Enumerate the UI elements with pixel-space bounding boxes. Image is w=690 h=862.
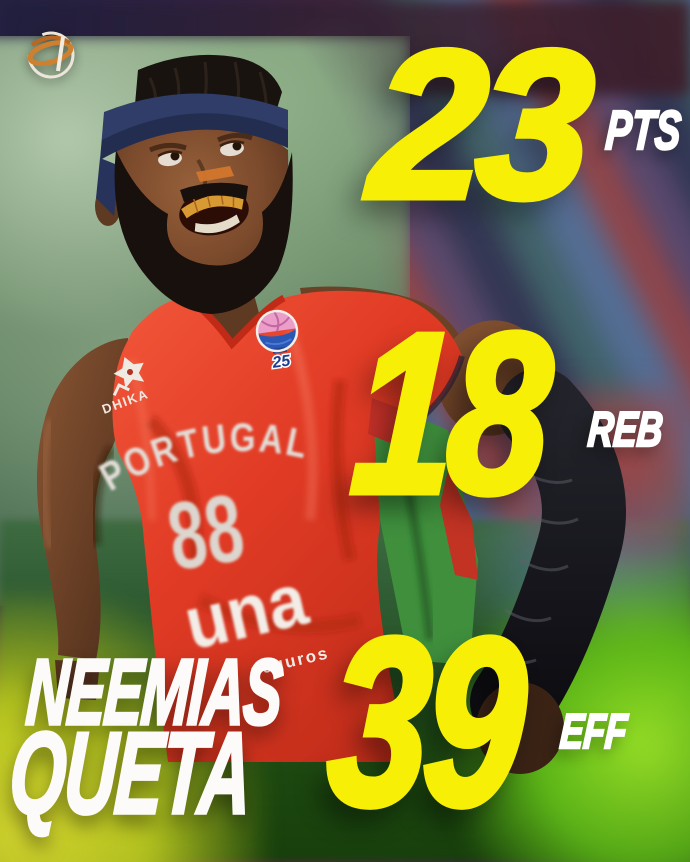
- stat-efficiency-value: 39: [320, 587, 529, 858]
- federation-crest: [113, 356, 145, 389]
- portugal-flag-scarf: [368, 398, 478, 665]
- player-left-arm: [36, 338, 128, 700]
- player-jersey: PORTUGAL 88 DHIKA 25: [93, 290, 465, 762]
- player-smile: [179, 188, 249, 236]
- player-arm-sleeve: [470, 368, 626, 774]
- stat-points-label: PTS: [603, 98, 685, 162]
- tournament-patch: 25: [255, 309, 299, 373]
- basketball-logo: [27, 31, 75, 79]
- player-mustache: [180, 182, 248, 202]
- stat-rebounds-label: REB: [585, 402, 666, 458]
- jersey-number: 88: [161, 474, 251, 591]
- player-headband: [100, 93, 288, 160]
- stat-rebounds-value: 18: [343, 284, 554, 544]
- player-beard: [114, 150, 293, 314]
- patch-year: 25: [270, 352, 292, 372]
- player-fist: [476, 682, 564, 774]
- brand-mark-icon: [112, 383, 130, 397]
- stat-points-value: 23: [361, 4, 595, 246]
- player-head: [95, 54, 293, 314]
- stat-efficiency-label: EFF: [557, 704, 630, 760]
- player-last-name: QUETA: [5, 707, 256, 840]
